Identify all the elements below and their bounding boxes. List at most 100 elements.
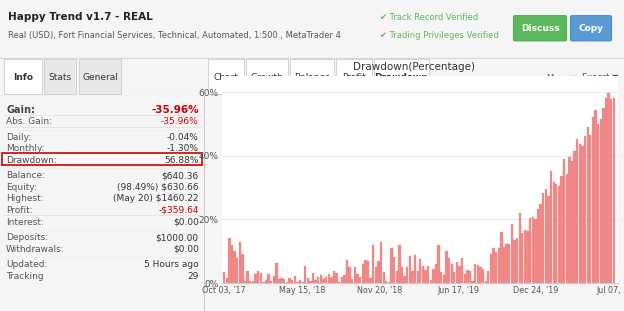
Bar	[241, 254, 243, 283]
Bar	[380, 242, 383, 283]
Bar	[560, 176, 563, 283]
Text: General: General	[82, 73, 118, 82]
Text: -0.04%: -0.04%	[167, 133, 198, 142]
Text: $640.36: $640.36	[162, 171, 198, 180]
Bar	[273, 276, 275, 283]
Bar	[582, 146, 583, 283]
Bar	[409, 256, 411, 283]
Bar	[524, 230, 526, 283]
Bar	[260, 273, 262, 283]
Bar	[388, 282, 390, 283]
Text: Real (USD), Fort Financial Services, Technical, Automated, 1:500 , MetaTrader 4: Real (USD), Fort Financial Services, Tec…	[8, 31, 341, 40]
Bar	[484, 281, 487, 283]
Bar	[249, 281, 251, 283]
Bar	[404, 276, 406, 283]
Bar	[521, 233, 524, 283]
Bar	[424, 270, 427, 283]
Bar	[578, 144, 581, 283]
Bar	[542, 193, 544, 283]
Text: Withdrawals:: Withdrawals:	[6, 244, 65, 253]
Bar	[286, 282, 288, 283]
Bar	[314, 280, 317, 283]
Text: Discuss: Discuss	[520, 24, 559, 33]
Text: Copy: Copy	[578, 24, 603, 33]
Bar	[270, 281, 273, 283]
Bar	[246, 272, 249, 283]
Bar	[283, 279, 285, 283]
Text: -$359.64: -$359.64	[158, 206, 198, 215]
Text: ✔ Track Record Verified: ✔ Track Record Verified	[380, 13, 478, 22]
Bar	[406, 267, 408, 283]
Bar	[552, 183, 555, 283]
Bar	[435, 264, 437, 283]
Bar	[257, 271, 260, 283]
Bar	[505, 244, 508, 283]
Bar	[336, 58, 372, 95]
Bar	[319, 275, 322, 283]
Bar	[602, 108, 605, 283]
Bar	[571, 160, 573, 283]
Text: Abs. Gain:: Abs. Gain:	[6, 117, 52, 126]
Bar	[233, 251, 236, 283]
Bar	[550, 171, 552, 283]
Bar	[492, 248, 495, 283]
Bar	[527, 231, 529, 283]
Bar	[291, 281, 293, 283]
Bar	[411, 271, 414, 283]
Bar	[228, 239, 230, 283]
Text: -1.30%: -1.30%	[167, 144, 198, 153]
Bar	[317, 277, 319, 283]
Bar	[330, 277, 333, 283]
Text: More ▼: More ▼	[547, 73, 577, 82]
Bar	[587, 127, 589, 283]
Bar	[558, 186, 560, 283]
Bar	[288, 277, 291, 283]
Bar	[393, 257, 396, 283]
Bar	[451, 264, 453, 283]
Bar	[4, 58, 42, 95]
Bar	[607, 93, 610, 283]
Bar	[325, 277, 328, 283]
Text: Updated:: Updated:	[6, 260, 47, 269]
Bar	[419, 259, 421, 283]
Bar	[354, 267, 356, 283]
Bar	[290, 58, 334, 95]
Bar	[301, 282, 304, 283]
Bar	[372, 245, 374, 283]
Bar	[448, 258, 451, 283]
FancyBboxPatch shape	[514, 16, 567, 41]
Bar	[446, 251, 447, 283]
Text: Equity:: Equity:	[6, 183, 37, 192]
Bar	[374, 267, 377, 283]
Bar	[479, 267, 482, 283]
Bar	[231, 245, 233, 283]
Bar	[429, 280, 432, 283]
Bar	[391, 248, 392, 283]
Bar	[359, 277, 361, 283]
Bar	[477, 265, 479, 283]
Bar	[414, 255, 416, 283]
Bar	[534, 219, 537, 283]
Text: 5 Hours ago: 5 Hours ago	[144, 260, 198, 269]
Bar	[605, 98, 607, 283]
Bar	[367, 261, 369, 283]
Bar	[597, 124, 599, 283]
Bar	[487, 271, 489, 283]
Bar	[244, 281, 246, 283]
Bar	[539, 204, 542, 283]
Bar	[225, 278, 228, 283]
Bar	[44, 58, 76, 95]
Bar	[346, 260, 348, 283]
Bar	[255, 274, 256, 283]
Text: Drawdown:: Drawdown:	[6, 156, 57, 165]
Bar	[341, 277, 343, 283]
Bar	[568, 157, 570, 283]
Text: (98.49%) $630.66: (98.49%) $630.66	[117, 183, 198, 192]
Bar	[503, 247, 505, 283]
Bar	[519, 213, 521, 283]
Text: Happy Trend v1.7 - REAL: Happy Trend v1.7 - REAL	[8, 12, 153, 22]
Bar	[328, 274, 330, 283]
Bar	[453, 272, 456, 283]
Bar	[351, 279, 353, 283]
Bar	[281, 278, 283, 283]
